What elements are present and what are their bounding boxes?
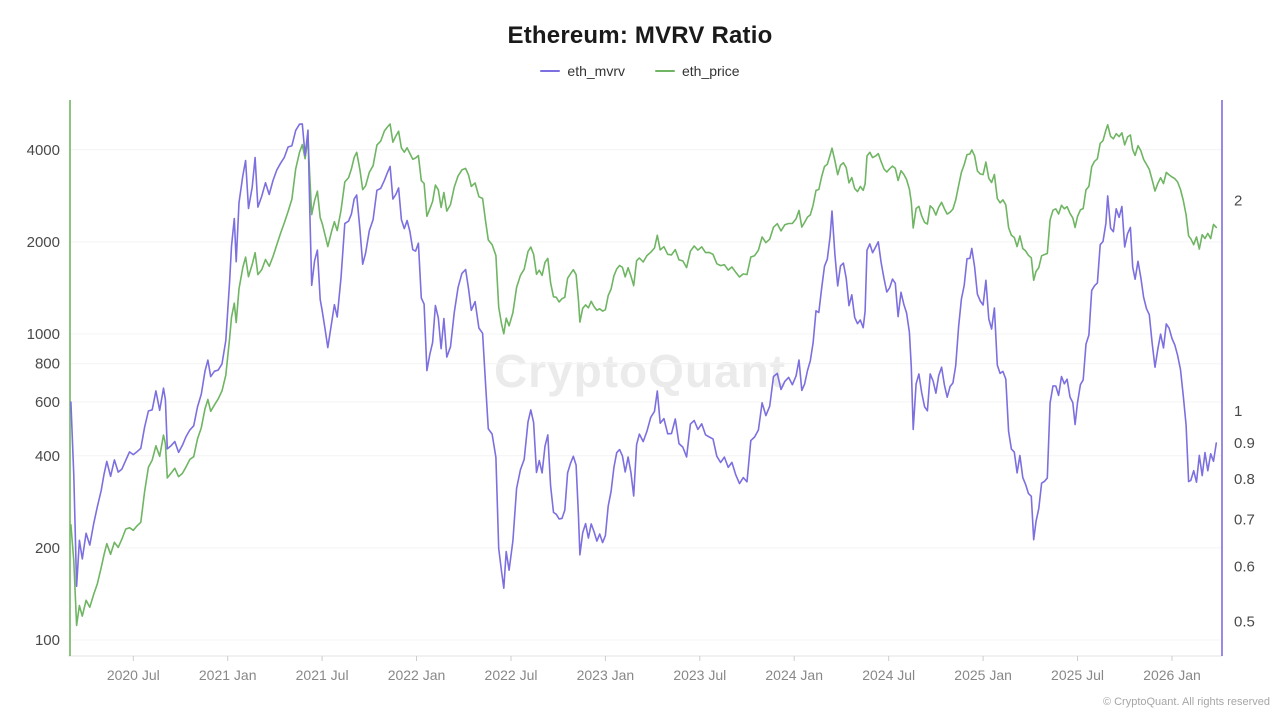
copyright-footer: © CryptoQuant. All rights reserved [1102,696,1270,708]
eth-price-swatch-icon [654,70,675,72]
x-tick-label: 2021 Jan [199,667,257,683]
right-axis-tick-label: 2 [1234,192,1242,209]
legend-label-eth-price: eth_price [681,63,740,79]
left-axis-tick-label: 2000 [27,234,60,251]
legend-item-eth-mvrv[interactable]: eth_mvrv [540,63,625,79]
eth-mvrv-line [70,123,1218,589]
x-tick-label: 2026 Jan [1143,667,1201,683]
legend-item-eth-price[interactable]: eth_price [654,63,740,79]
left-axis-tick-label: 100 [35,632,60,649]
left-axis-tick-label: 800 [35,356,60,373]
chart-legend: eth_mvrv eth_price [0,63,1280,79]
x-tick-label: 2022 Jul [485,667,538,683]
left-axis-tick-label: 200 [35,540,60,557]
right-axis-tick-label: 0.8 [1234,471,1255,488]
left-axis-tick-label: 1000 [27,326,60,343]
left-axis-tick-label: 4000 [27,142,60,159]
right-axis-tick-label: 1 [1234,403,1242,420]
right-axis-tick-label: 0.5 [1234,614,1255,631]
right-axis-tick-label: 0.6 [1234,558,1255,575]
x-tick-label: 2023 Jan [577,667,635,683]
right-axis-tick-label: 0.9 [1234,435,1255,452]
cryptoquant-watermark: CryptoQuant [493,345,787,397]
x-tick-label: 2024 Jul [862,667,915,683]
left-axis-tick-label: 600 [35,394,60,411]
eth-price-line [70,123,1218,627]
x-tick-label: 2022 Jan [388,667,446,683]
eth-mvrv-swatch-icon [540,70,561,72]
legend-label-eth-mvrv: eth_mvrv [567,63,625,79]
x-tick-label: 2024 Jan [765,667,823,683]
x-tick-label: 2020 Jul [107,667,160,683]
x-tick-label: 2023 Jul [673,667,726,683]
x-tick-label: 2025 Jul [1051,667,1104,683]
x-tick-label: 2025 Jan [954,667,1012,683]
x-tick-label: 2021 Jul [296,667,349,683]
left-axis-tick-label: 400 [35,448,60,465]
chart-title: Ethereum: MVRV Ratio [507,22,773,49]
right-axis-tick-label: 0.7 [1234,511,1255,528]
